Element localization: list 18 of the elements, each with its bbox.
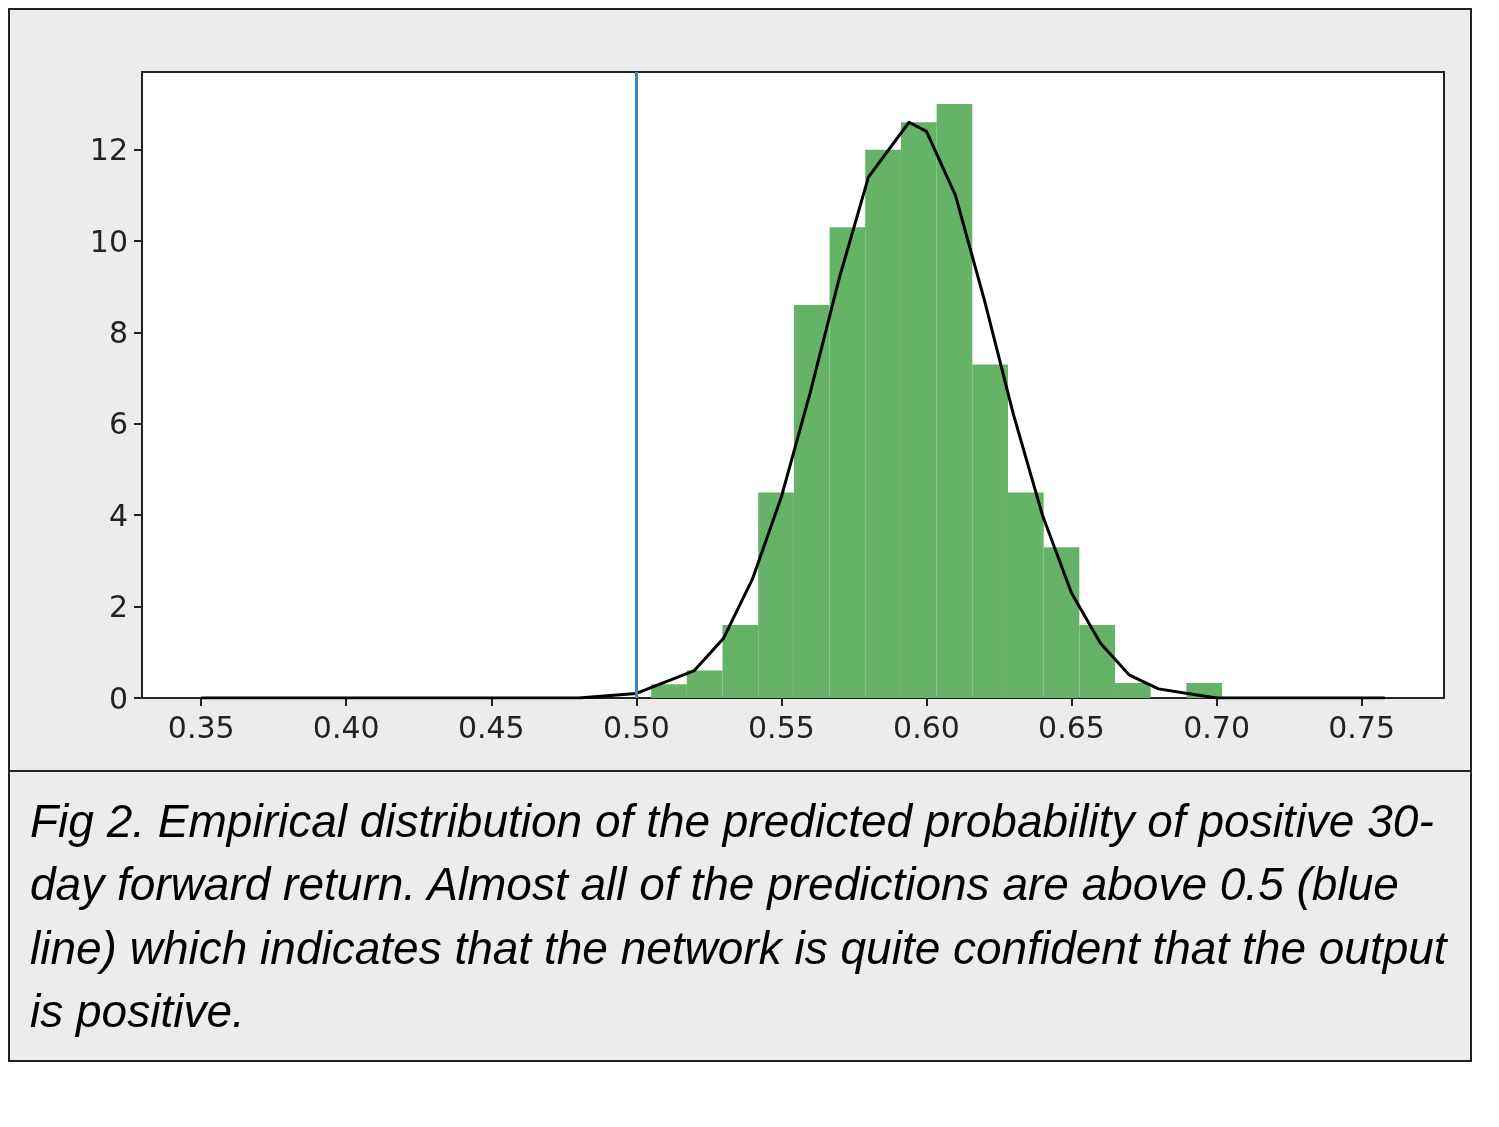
x-tick-label: 0.65 — [1038, 709, 1105, 745]
caption: Fig 2. Empirical distribution of the predicted probability of positive 30-day forward return. Almost all of the predictions are above 0.5 (blue line) which indicates that the network is quite confident that the output is positive. — [30, 794, 1449, 1040]
x-tick-label: 0.45 — [457, 709, 525, 745]
x-tick-label: 0.35 — [167, 709, 235, 745]
y-tick-label: 10 — [89, 223, 128, 259]
x-tick-label: 0.75 — [1328, 709, 1396, 745]
y-tick-label: 4 — [108, 497, 128, 533]
y-tick-label: 2 — [108, 589, 128, 625]
x-tick-label: 0.40 — [312, 709, 380, 745]
y-tick-label: 0 — [108, 680, 128, 716]
y-tick-label: 8 — [108, 314, 128, 350]
line-series — [199, 120, 1387, 700]
y-tick-label: 6 — [108, 406, 128, 442]
x-tick-label: 0.60 — [893, 709, 960, 745]
y-tick-label: 12 — [89, 132, 128, 168]
x-tick-label: 0.50 — [602, 709, 670, 745]
x-tick-label: 0.70 — [1183, 709, 1250, 745]
x-tick-label: 0.55 — [748, 709, 815, 745]
